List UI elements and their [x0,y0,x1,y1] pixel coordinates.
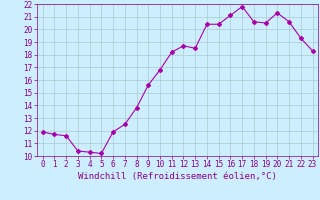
X-axis label: Windchill (Refroidissement éolien,°C): Windchill (Refroidissement éolien,°C) [78,172,277,181]
